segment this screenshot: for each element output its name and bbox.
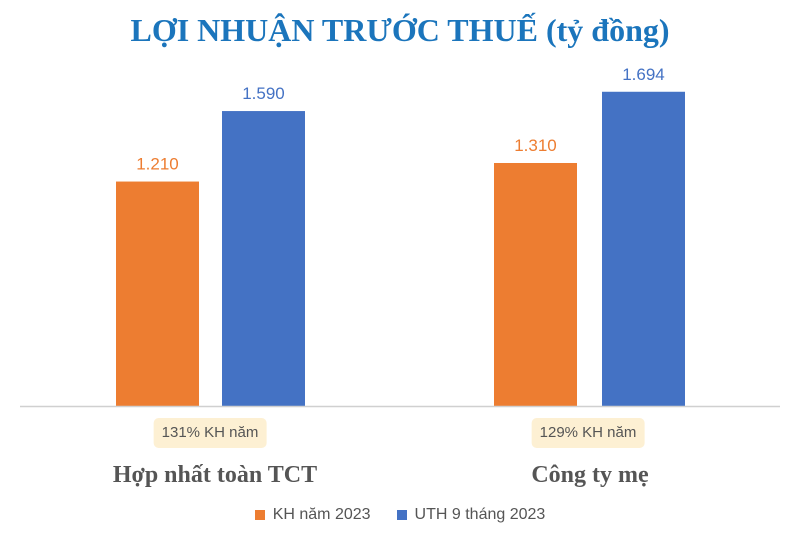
annotation-1: 129% KH năm <box>531 418 645 448</box>
bar-1-0 <box>222 111 305 407</box>
data-label-0-0: 1.210 <box>136 155 179 174</box>
category-label-0: Hợp nhất toàn TCT <box>112 462 318 488</box>
legend: KH năm 2023 UTH 9 tháng 2023 <box>0 506 800 524</box>
category-label-1: Công ty mẹ <box>531 462 649 488</box>
legend-swatch-1 <box>396 510 407 520</box>
bar-0-0 <box>116 181 199 406</box>
legend-label-0: KH năm 2023 <box>272 506 371 523</box>
legend-item-0: KH năm 2023 <box>254 506 371 524</box>
legend-swatch-0 <box>254 510 265 520</box>
chart-title: LỢI NHUẬN TRƯỚC THUẾ (tỷ đồng) <box>130 12 670 48</box>
data-label-1-0: 1.590 <box>242 84 285 103</box>
annotation-0: 131% KH năm <box>153 418 267 448</box>
bar-0-1 <box>494 162 577 406</box>
bar-1-1 <box>602 91 685 406</box>
data-label-0-1: 1.310 <box>514 136 557 155</box>
legend-item-1: UTH 9 tháng 2023 <box>396 506 546 524</box>
legend-label-1: UTH 9 tháng 2023 <box>414 506 546 523</box>
data-label-1-1: 1.694 <box>622 65 665 84</box>
